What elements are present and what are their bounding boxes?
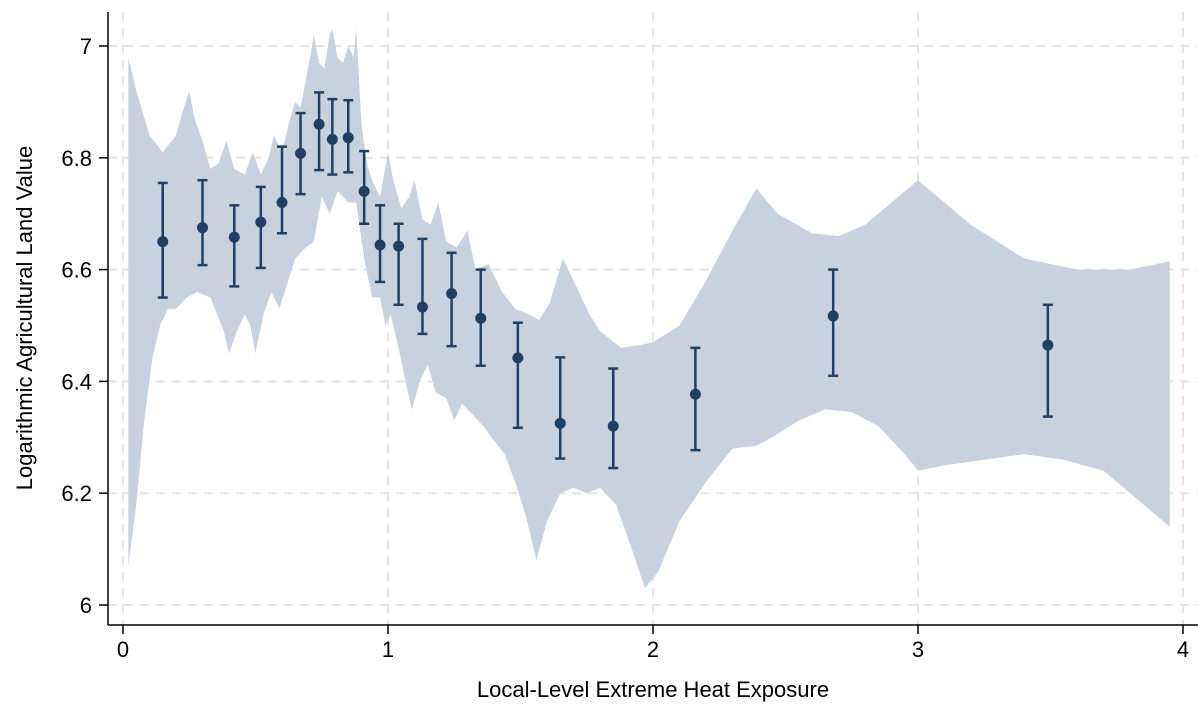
x-tick-label: 3 bbox=[912, 637, 924, 662]
data-point bbox=[827, 310, 839, 322]
y-tick-label: 6.8 bbox=[61, 146, 92, 171]
data-point bbox=[475, 312, 487, 324]
axis-layer: 0 1 2 3 4 6 6.2 6.4 6.6 6.8 7 bbox=[61, 12, 1198, 662]
point-group bbox=[255, 185, 267, 270]
confidence-band-layer bbox=[128, 29, 1170, 589]
point-group bbox=[358, 149, 370, 226]
data-point bbox=[512, 352, 524, 364]
x-tick-label: 0 bbox=[117, 637, 129, 662]
point-group bbox=[393, 222, 405, 307]
point-group bbox=[276, 145, 288, 235]
point-group bbox=[512, 321, 524, 430]
data-point bbox=[255, 216, 267, 228]
data-point bbox=[446, 288, 458, 300]
x-tick-label: 4 bbox=[1177, 637, 1189, 662]
data-point bbox=[1042, 339, 1054, 351]
y-tick-label: 6 bbox=[80, 593, 92, 618]
data-point bbox=[228, 231, 240, 243]
data-point bbox=[342, 132, 354, 144]
x-tick-label: 2 bbox=[647, 637, 659, 662]
data-point bbox=[157, 236, 169, 248]
point-group bbox=[374, 204, 386, 284]
point-group bbox=[313, 91, 325, 172]
data-point bbox=[295, 147, 307, 159]
data-point bbox=[416, 301, 428, 313]
point-group bbox=[157, 181, 169, 299]
point-group bbox=[607, 367, 619, 470]
point-group bbox=[228, 204, 240, 288]
data-point bbox=[689, 388, 701, 400]
data-point bbox=[326, 133, 338, 145]
y-tick-label: 6.4 bbox=[61, 369, 92, 394]
point-layer bbox=[157, 91, 1054, 470]
point-group bbox=[554, 356, 566, 460]
point-group bbox=[1042, 303, 1054, 418]
point-group bbox=[326, 97, 338, 176]
point-group bbox=[475, 268, 487, 367]
data-point bbox=[313, 118, 325, 130]
y-tick-label: 6.2 bbox=[61, 481, 92, 506]
data-point bbox=[554, 417, 566, 429]
data-point bbox=[276, 197, 288, 209]
x-axis-title: Local-Level Extreme Heat Exposure bbox=[477, 677, 829, 702]
data-point bbox=[374, 239, 386, 251]
y-tick-label: 6.6 bbox=[61, 258, 92, 283]
point-group bbox=[342, 98, 354, 174]
data-point bbox=[607, 420, 619, 432]
point-group bbox=[446, 251, 458, 348]
y-axis-title: Logarithmic Agricultural Land Value bbox=[12, 146, 37, 490]
x-tick-label: 1 bbox=[382, 637, 394, 662]
data-point bbox=[358, 185, 370, 197]
data-point bbox=[197, 222, 208, 234]
confidence-band bbox=[128, 29, 1170, 589]
point-group bbox=[689, 346, 701, 452]
point-group bbox=[295, 111, 307, 196]
point-group bbox=[197, 178, 208, 267]
y-tick-label: 7 bbox=[80, 34, 92, 59]
data-point bbox=[393, 240, 405, 252]
point-group bbox=[416, 237, 428, 336]
point-group bbox=[827, 268, 839, 378]
